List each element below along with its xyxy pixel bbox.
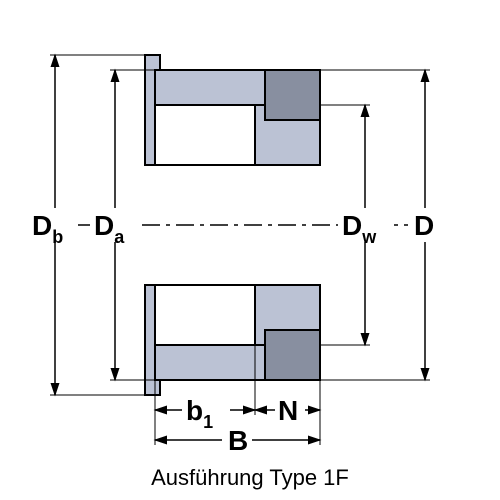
label-N: N (278, 395, 298, 426)
label-D: D (414, 210, 434, 241)
caption-text: Ausführung Type 1F (0, 465, 500, 491)
label-B: B (228, 425, 248, 456)
